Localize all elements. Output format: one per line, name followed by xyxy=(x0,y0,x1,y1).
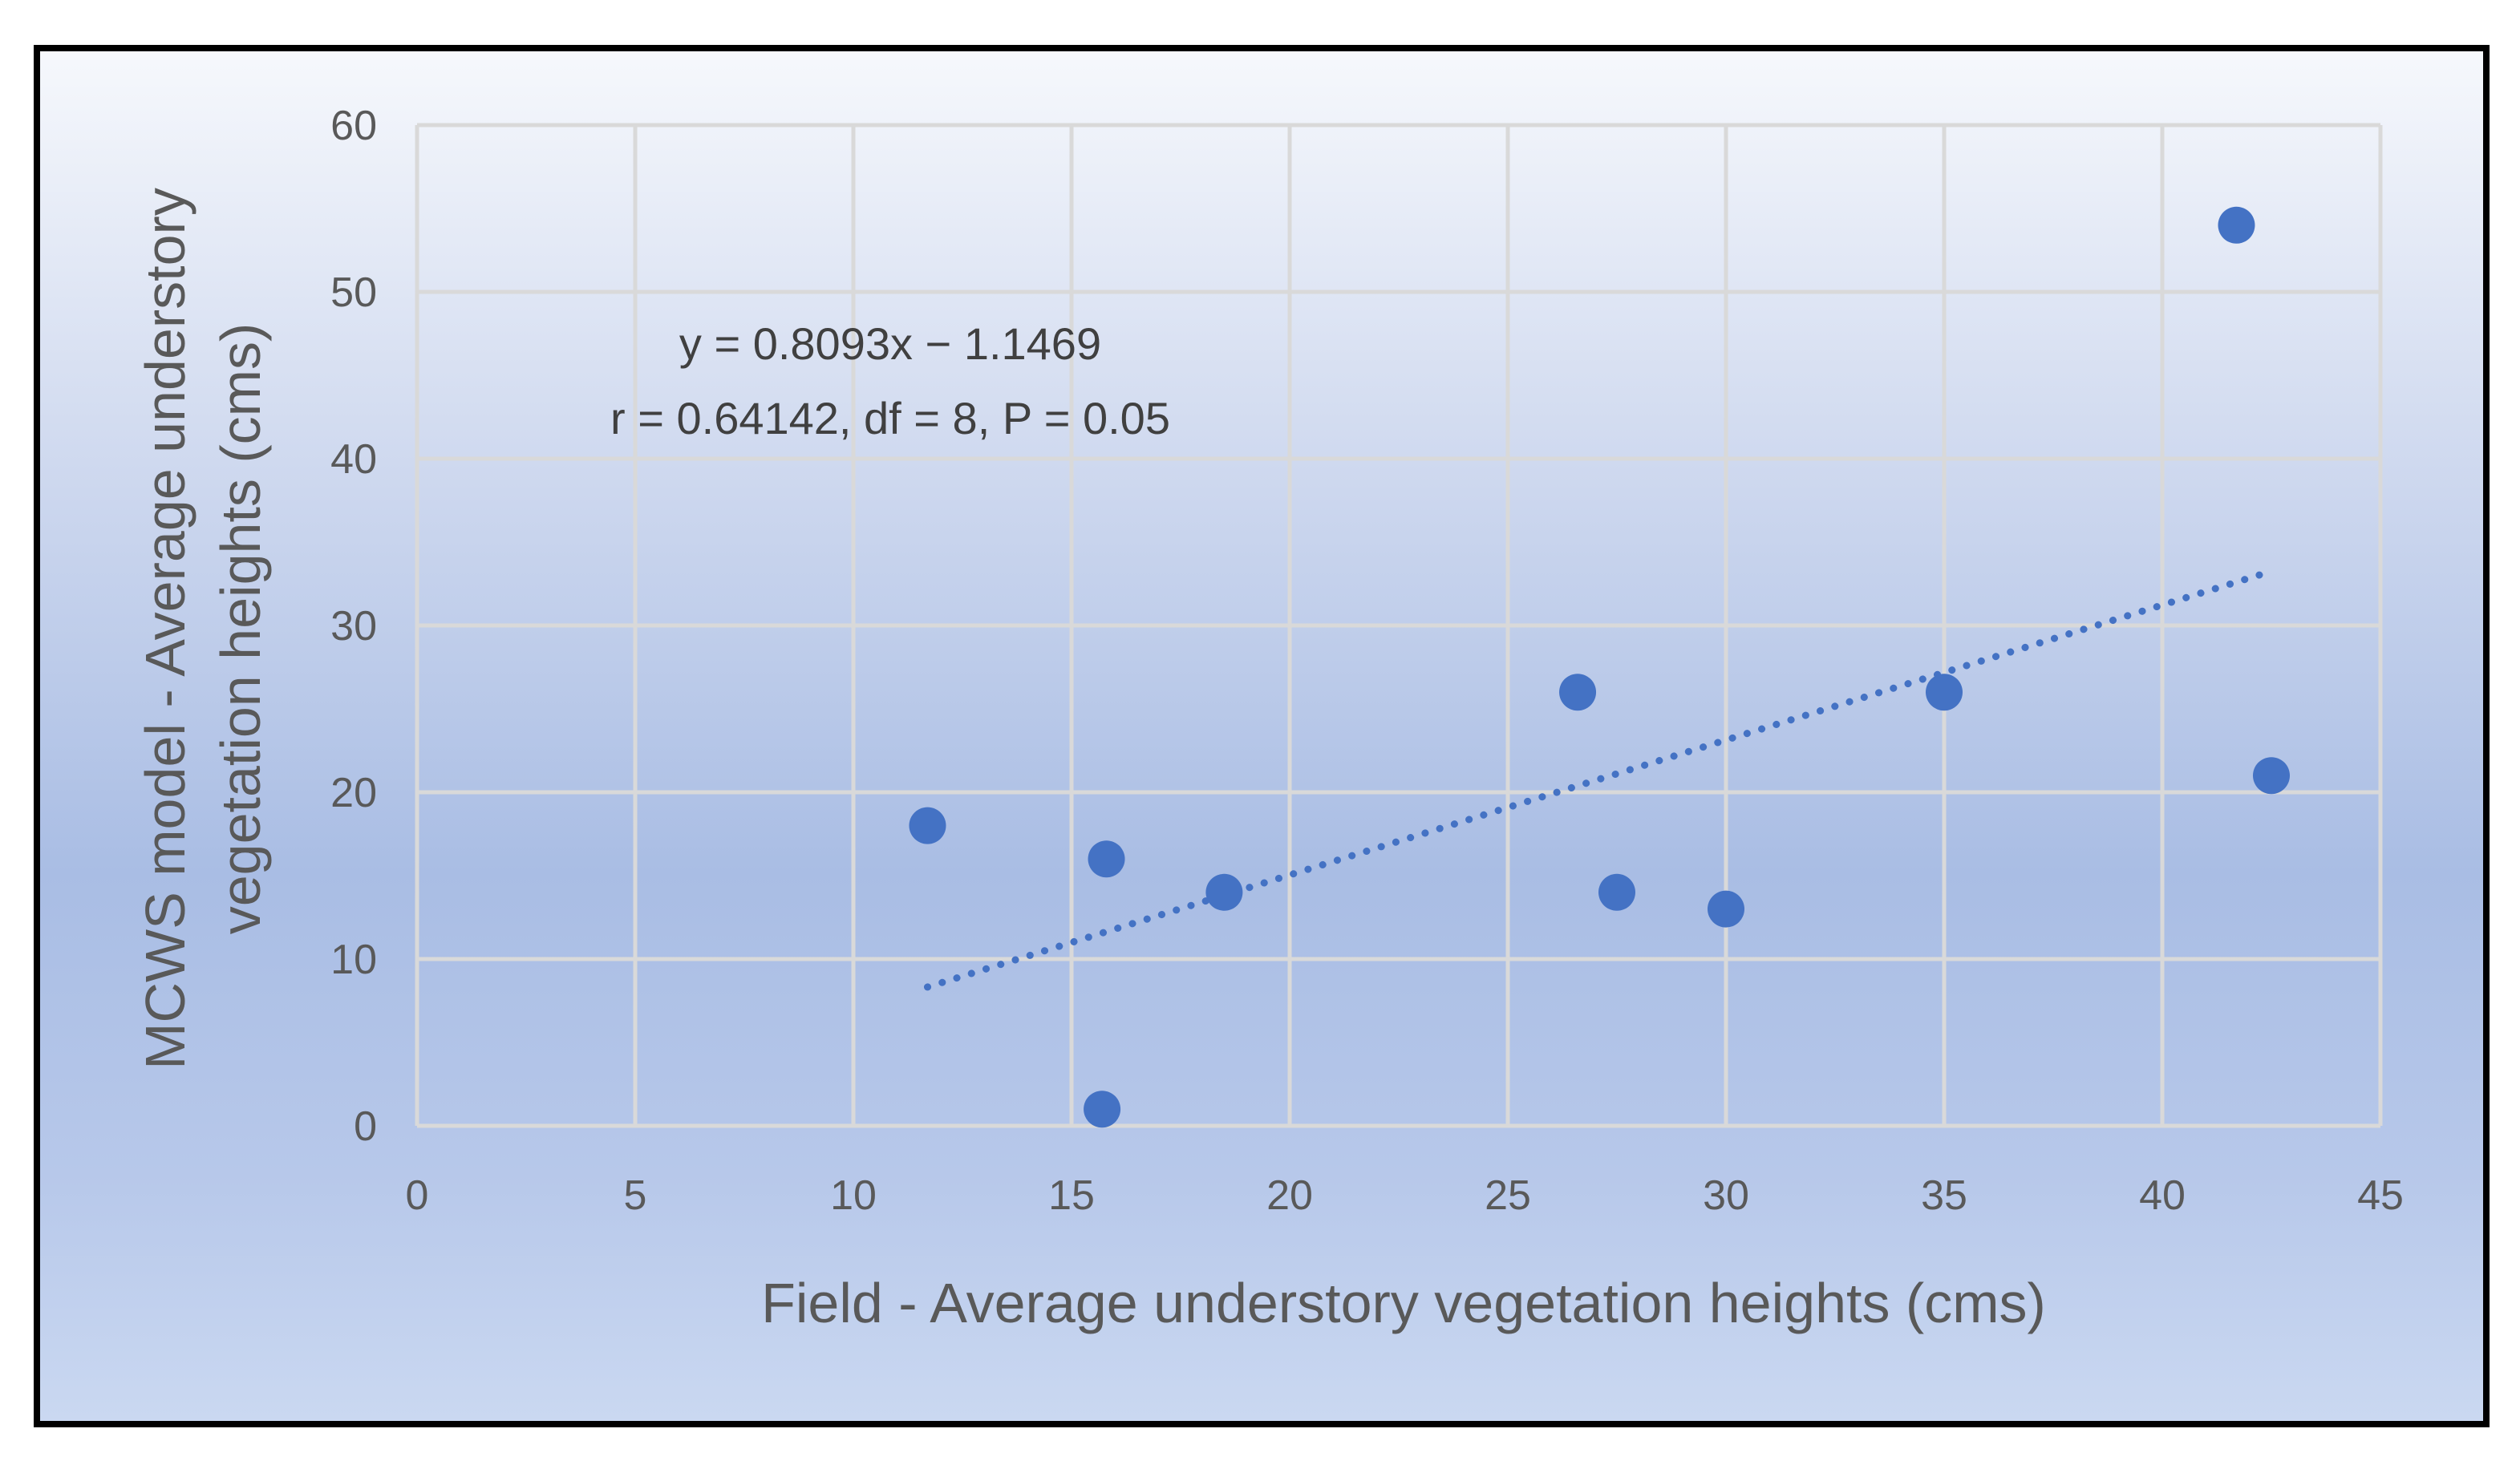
x-tick-label-7: 35 xyxy=(1921,1172,1967,1219)
y-tick-label-5: 50 xyxy=(330,269,377,316)
x-tick-label-4: 20 xyxy=(1266,1172,1313,1219)
grid-lines xyxy=(415,123,2383,1128)
x-tick-label-9: 45 xyxy=(2357,1172,2404,1219)
y-tick-label-2: 20 xyxy=(330,770,377,816)
x-tick-label-3: 15 xyxy=(1048,1172,1095,1219)
trendline xyxy=(923,567,2275,991)
x-tick-label-5: 25 xyxy=(1485,1172,1531,1219)
y-axis-title-line-2: vegetation heights (cms) xyxy=(209,323,272,935)
y-axis-title-line-1: MCWS model - Average understory xyxy=(134,188,196,1070)
y-axis-ticks: 0 10 20 30 40 50 60 xyxy=(330,103,377,1150)
data-point-7 xyxy=(1926,674,1963,711)
y-tick-label-1: 10 xyxy=(330,937,377,983)
data-point-8 xyxy=(2218,206,2255,244)
trendline-path xyxy=(923,567,2275,991)
x-axis-ticks: 0 5 10 15 20 25 30 35 40 45 xyxy=(406,1172,2404,1219)
data-point-6 xyxy=(1708,890,1744,928)
data-point-3 xyxy=(1205,873,1243,911)
scatter-chart: 0 5 10 15 20 25 30 35 40 45 0 10 20 30 40 50 60 y = 0.8… xyxy=(134,103,2404,1334)
data-point-4 xyxy=(1559,674,1597,711)
data-point-2 xyxy=(1088,840,1125,878)
data-point-9 xyxy=(2253,757,2290,795)
data-point-0 xyxy=(909,807,946,844)
x-tick-label-6: 30 xyxy=(1703,1172,1749,1219)
chart-frame: 0 5 10 15 20 25 30 35 40 45 0 10 20 30 40 50 60 y = 0.8… xyxy=(34,45,2490,1427)
y-tick-label-0: 0 xyxy=(354,1103,377,1150)
data-point-5 xyxy=(1598,873,1635,911)
data-points xyxy=(909,206,2290,1128)
data-point-1 xyxy=(1084,1091,1121,1128)
stats-annotation: r = 0.64142, df = 8, P = 0.05 xyxy=(610,393,1170,443)
x-tick-label-8: 40 xyxy=(2139,1172,2186,1219)
y-tick-label-3: 30 xyxy=(330,603,377,650)
y-tick-label-6: 60 xyxy=(330,103,377,149)
x-tick-label-2: 10 xyxy=(830,1172,877,1219)
x-axis-title: Field - Average understory vegetation he… xyxy=(761,1272,2046,1334)
y-tick-label-4: 40 xyxy=(330,436,377,483)
equation-annotation: y = 0.8093x − 1.1469 xyxy=(679,318,1101,369)
x-tick-label-1: 5 xyxy=(624,1172,647,1219)
x-tick-label-0: 0 xyxy=(406,1172,429,1219)
